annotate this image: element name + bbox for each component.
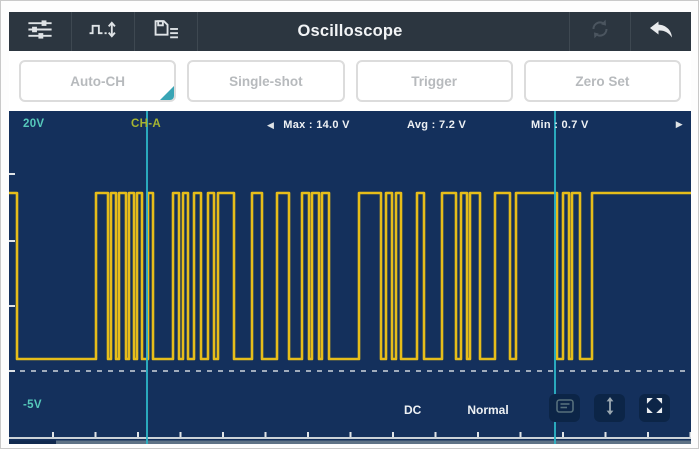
- zero-set-label: Zero Set: [575, 73, 630, 89]
- trigger-mode-label[interactable]: Normal: [467, 403, 509, 417]
- control-button-row: Auto-CH Single-shot Trigger Zero Set: [9, 51, 691, 111]
- refresh-button[interactable]: [569, 12, 630, 51]
- mode-labels: DC Normal: [404, 403, 509, 417]
- volt-top-label: 20V: [23, 118, 45, 130]
- trigger-label: Trigger: [411, 73, 457, 89]
- expand-icon: [646, 397, 663, 419]
- single-shot-button[interactable]: Single-shot: [187, 60, 345, 102]
- max-readout: ◀ Max : 14.0 V: [267, 119, 350, 131]
- waveform-vertical-scale-icon: [89, 20, 117, 43]
- scope-display[interactable]: 20V CH-A ◀ Max : 14.0 V Avg : 7.2 V Min …: [9, 111, 691, 444]
- cursor-line-a[interactable]: [146, 111, 148, 444]
- scope-tool-buttons: [549, 394, 670, 422]
- waveform-plot: [9, 173, 691, 444]
- channel-label: CH-A: [131, 118, 161, 130]
- vertical-scale-button[interactable]: [72, 12, 135, 51]
- auto-ch-label: Auto-CH: [70, 73, 125, 89]
- save-button[interactable]: [135, 12, 198, 51]
- save-record-icon: [154, 19, 179, 45]
- back-button[interactable]: [630, 12, 691, 51]
- refresh-icon: [589, 18, 611, 45]
- vertical-arrows-icon: [605, 396, 615, 420]
- single-shot-label: Single-shot: [229, 73, 303, 89]
- dropdown-corner-icon: [160, 86, 175, 100]
- zero-set-button[interactable]: Zero Set: [523, 60, 681, 102]
- next-channel-icon[interactable]: ▶: [675, 119, 683, 129]
- display-info-button[interactable]: [549, 394, 580, 422]
- settings-button[interactable]: [9, 12, 72, 51]
- title-bar: Oscilloscope: [9, 12, 691, 51]
- auto-ch-button[interactable]: Auto-CH: [19, 60, 177, 102]
- settings-sliders-icon: [27, 19, 53, 44]
- coupling-label[interactable]: DC: [404, 403, 422, 417]
- avg-readout: Avg : 7.2 V: [407, 119, 467, 131]
- cursor-line-b[interactable]: [554, 111, 556, 444]
- max-value: Max : 14.0 V: [283, 119, 350, 131]
- volt-bottom-label: -5V: [23, 399, 42, 411]
- vertical-fit-button[interactable]: [594, 394, 625, 422]
- display-info-icon: [555, 398, 574, 418]
- fullscreen-button[interactable]: [639, 394, 670, 422]
- min-readout: Min : 0.7 V: [531, 119, 589, 131]
- trigger-button[interactable]: Trigger: [355, 60, 513, 102]
- return-arrow-icon: [648, 20, 674, 44]
- prev-channel-icon[interactable]: ◀: [267, 119, 275, 130]
